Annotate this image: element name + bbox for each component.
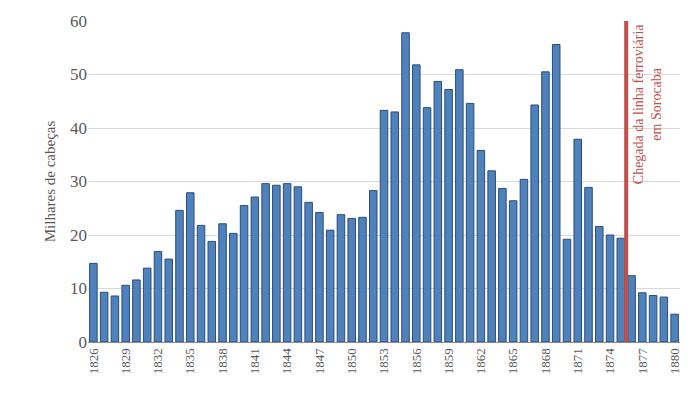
- svg-text:1874: 1874: [602, 348, 617, 375]
- svg-text:60: 60: [70, 12, 87, 31]
- svg-text:10: 10: [70, 279, 87, 298]
- svg-text:1850: 1850: [344, 348, 359, 374]
- svg-text:1880: 1880: [667, 348, 682, 374]
- svg-text:1862: 1862: [473, 348, 488, 374]
- svg-text:1856: 1856: [409, 348, 424, 375]
- svg-text:1877: 1877: [635, 348, 650, 375]
- svg-text:1838: 1838: [215, 348, 230, 374]
- svg-text:50: 50: [70, 65, 87, 84]
- svg-text:1859: 1859: [441, 348, 456, 374]
- svg-text:40: 40: [70, 119, 87, 138]
- svg-text:1829: 1829: [118, 348, 133, 374]
- svg-text:0: 0: [79, 333, 88, 352]
- svg-text:1853: 1853: [376, 348, 391, 374]
- svg-text:1826: 1826: [86, 348, 101, 375]
- svg-text:1871: 1871: [570, 348, 585, 374]
- svg-text:1865: 1865: [505, 348, 520, 374]
- svg-text:1844: 1844: [279, 348, 294, 375]
- svg-text:1868: 1868: [538, 348, 553, 374]
- svg-text:1841: 1841: [247, 348, 262, 374]
- svg-text:30: 30: [70, 172, 87, 191]
- svg-text:1847: 1847: [312, 348, 327, 375]
- svg-text:Chegada da linha ferroviáriaem: Chegada da linha ferroviáriaem Sorocaba: [631, 24, 664, 185]
- svg-text:20: 20: [70, 226, 87, 245]
- svg-text:Milhares de cabeças: Milhares de cabeças: [42, 121, 58, 243]
- svg-text:1835: 1835: [182, 348, 197, 374]
- svg-text:1832: 1832: [150, 348, 165, 374]
